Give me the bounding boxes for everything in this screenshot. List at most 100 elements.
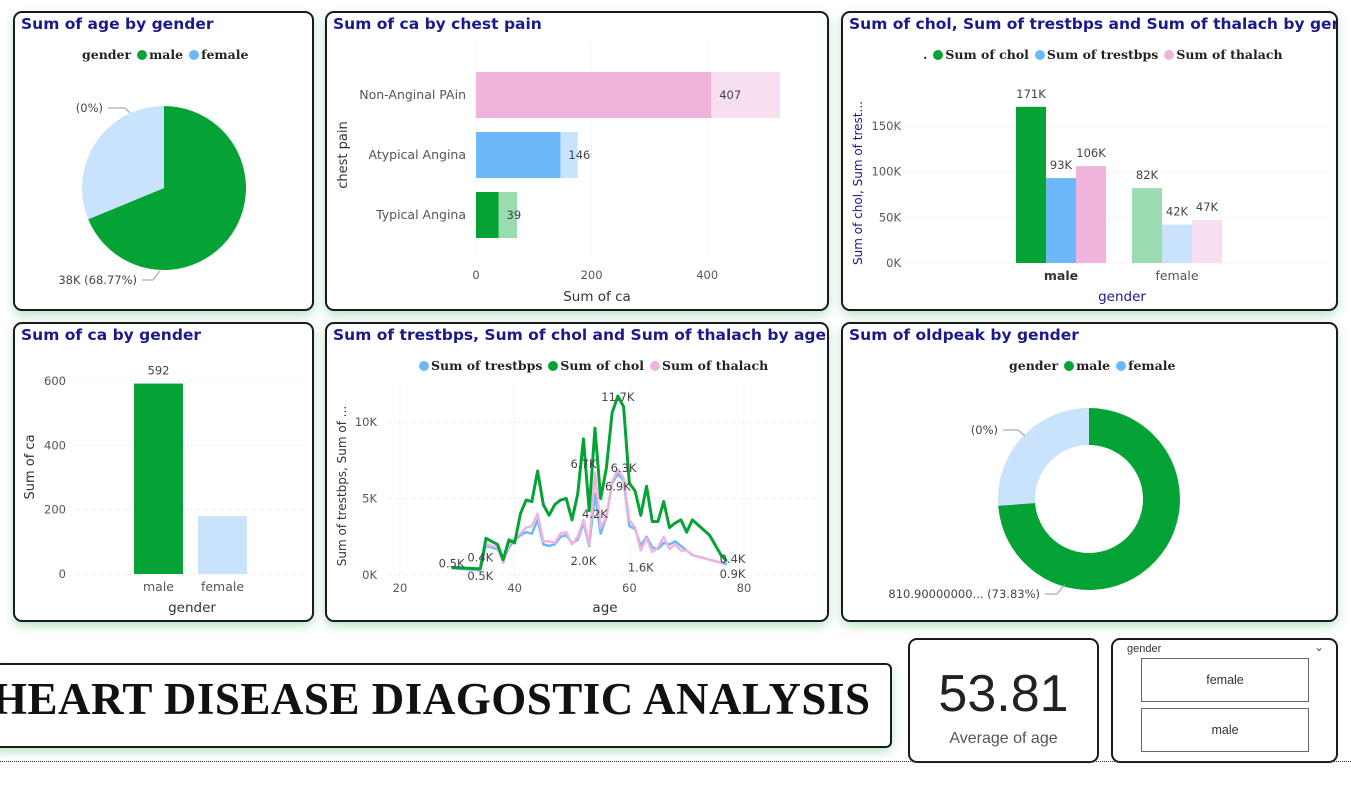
legend-item-female[interactable]: female [189,47,248,62]
legend-item-chol[interactable]: Sum of chol [933,47,1029,62]
line-series-1 [451,394,728,571]
data-label: 42K [1166,205,1189,219]
chart-title: Sum of trestbps, Sum of chol and Sum of … [333,326,827,344]
y-tick-label: 0 [59,567,66,581]
legend-label: Sum of thalach [661,358,769,373]
legend-dot-icon [933,49,944,60]
bar-female-0 [1132,188,1162,263]
chart-title: Sum of chol, Sum of trestbps and Sum of … [849,15,1338,33]
pie-slice-male [88,106,246,270]
legend-item-thalach[interactable]: Sum of thalach [649,358,769,373]
x-tick-label: 400 [696,268,718,282]
card-ca-by-gender: Sum of ca by gender 0 200 400 600 male 592 fem… [13,322,314,622]
bar-0 [476,72,712,118]
chart-title: Sum of ca by gender [21,326,202,344]
x-tick-label: 60 [622,581,637,595]
legend-item-male[interactable]: male [1064,358,1110,373]
donut-slice-male [998,408,1180,590]
donut-chart: (0%) 810.90000000... (73.83%) [888,408,1180,601]
leader-line [142,270,161,281]
legend-label: male [149,47,184,62]
bar-female-1 [1162,224,1192,263]
legend-dot-icon [1034,49,1045,60]
divider [0,761,1351,762]
legend-label: Sum of chol [945,47,1029,62]
y-tick-label: 150K [872,119,902,133]
legend-dot-icon [1064,360,1075,371]
chart-title: Sum of oldpeak by gender [849,326,1079,344]
card-by-age-line: Sum of trestbps, Sum of chol and Sum of … [325,322,829,622]
legend-item-trestbps[interactable]: Sum of trestbps [419,358,542,373]
bar-female [198,516,247,574]
donut-slice-female [998,408,1089,506]
y-tick-label: Atypical Angina [369,147,466,162]
y-tick-label: 200 [44,503,66,517]
data-label: 82K [1136,168,1159,182]
data-label: 810.90000000... (73.83%) [888,587,1040,601]
data-label: 39 [507,208,522,222]
legend-dot-icon [649,360,660,371]
y-tick-label: 0K [886,256,901,270]
y-axis-title: chest pain [336,121,351,188]
leader-line [1045,583,1066,595]
legend-label: Sum of thalach [1176,47,1283,62]
data-label: 4.2K [582,507,608,521]
data-label: 592 [148,364,170,378]
legend-dot-icon [137,49,148,60]
bar-1 [476,132,561,178]
data-label: 407 [719,88,741,102]
card-age-by-gender: Sum of age by gender gender male female … [13,11,314,311]
bar-male [134,383,183,574]
bar-male-0 [1016,106,1046,263]
kpi-value: 53.81 [938,665,1069,723]
legend-dot-icon [419,360,429,371]
legend-item-male[interactable]: male [137,47,183,62]
legend-title: . [923,47,928,62]
data-label: (0%) [76,101,103,115]
bar-chart: 0 200 400 600 male 592 female gender Sum of ca [23,364,305,616]
x-tick-label: male [143,579,174,594]
gender-slicer: gender ⌄ female male [1111,638,1338,763]
legend-label: female [201,47,249,62]
legend: gender male female [82,47,248,62]
x-tick-label: male [1044,268,1078,283]
data-label: 106K [1076,146,1106,160]
chart-title: Sum of ca by chest pain [333,15,542,33]
x-tick-label: 40 [507,581,522,595]
dashboard-title-banner: HEART DISEASE DIAGOSTIC ANALYSIS [0,663,892,748]
legend-label: Sum of trestbps [1046,47,1159,62]
legend-item-chol[interactable]: Sum of chol [548,358,644,373]
y-axis-title: Sum of trestbps, Sum of ... [335,406,349,567]
data-label: 47K [1196,200,1219,214]
bar-male-2 [1076,166,1106,263]
card-chol-trestbps-thalach-by-gender: Sum of chol, Sum of trestbps and Sum of … [841,11,1338,311]
data-label: 0.9K [720,567,746,581]
chart-title: Sum of age by gender [21,15,214,33]
legend-dot-icon [1116,360,1127,371]
slicer-option-male[interactable]: male [1141,708,1309,752]
x-tick-label: female [201,579,244,594]
y-tick-label: 400 [44,438,66,452]
y-tick-label: 0K [362,568,377,582]
data-label: 0.5K [439,557,465,571]
legend-item-female[interactable]: female [1116,358,1175,373]
data-label: 0.4K [720,552,746,566]
legend: Sum of trestbps Sum of chol Sum of thala… [419,358,768,373]
pie-slice-female [82,106,164,220]
y-tick-label: 600 [44,374,66,388]
slicer-option-female[interactable]: female [1141,658,1309,702]
legend-item-thalach[interactable]: Sum of thalach [1164,47,1283,62]
legend-label: Sum of trestbps [431,358,543,373]
x-axis-title: Sum of ca [563,289,631,305]
x-tick-label: 200 [581,268,603,282]
chevron-down-icon[interactable]: ⌄ [1313,640,1324,654]
legend-label: Sum of chol [560,358,644,373]
data-label: 2.0K [571,554,597,568]
legend-item-trestbps[interactable]: Sum of trestbps [1034,47,1159,62]
data-label: 6.3K [611,461,637,475]
data-label: 6.9K [605,479,631,493]
leader-line [108,107,131,114]
y-tick-label: 50K [879,210,902,224]
kpi-card: 53.81 Average of age [908,638,1099,763]
